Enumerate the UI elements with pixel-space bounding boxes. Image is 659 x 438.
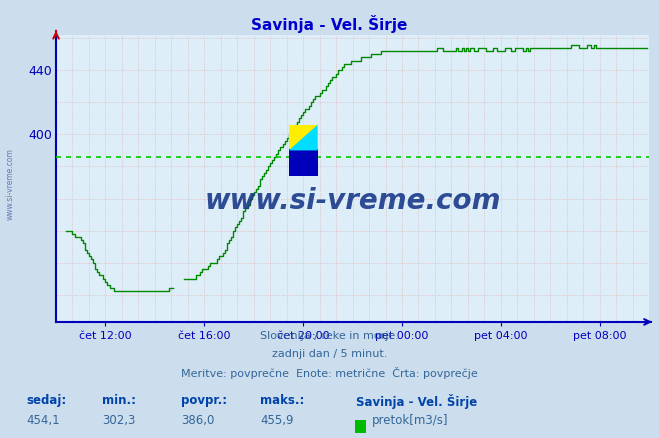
- Text: sedaj:: sedaj:: [26, 394, 67, 407]
- Text: Slovenija / reke in morje.: Slovenija / reke in morje.: [260, 331, 399, 341]
- Bar: [289, 125, 318, 150]
- Text: povpr.:: povpr.:: [181, 394, 227, 407]
- Text: www.si-vreme.com: www.si-vreme.com: [204, 187, 501, 215]
- Text: maks.:: maks.:: [260, 394, 304, 407]
- Text: 454,1: 454,1: [26, 414, 60, 427]
- Text: 455,9: 455,9: [260, 414, 294, 427]
- Text: Savinja - Vel. Širje: Savinja - Vel. Širje: [356, 394, 477, 409]
- Text: pretok[m3/s]: pretok[m3/s]: [372, 414, 449, 427]
- Polygon shape: [289, 125, 318, 150]
- Text: Savinja - Vel. Širje: Savinja - Vel. Širje: [251, 15, 408, 33]
- Text: min.:: min.:: [102, 394, 136, 407]
- Text: Meritve: povprečne  Enote: metrične  Črta: povprečje: Meritve: povprečne Enote: metrične Črta:…: [181, 367, 478, 379]
- Text: 386,0: 386,0: [181, 414, 215, 427]
- Text: www.si-vreme.com: www.si-vreme.com: [5, 148, 14, 220]
- Text: 302,3: 302,3: [102, 414, 136, 427]
- Bar: [289, 149, 318, 176]
- Text: zadnji dan / 5 minut.: zadnji dan / 5 minut.: [272, 349, 387, 359]
